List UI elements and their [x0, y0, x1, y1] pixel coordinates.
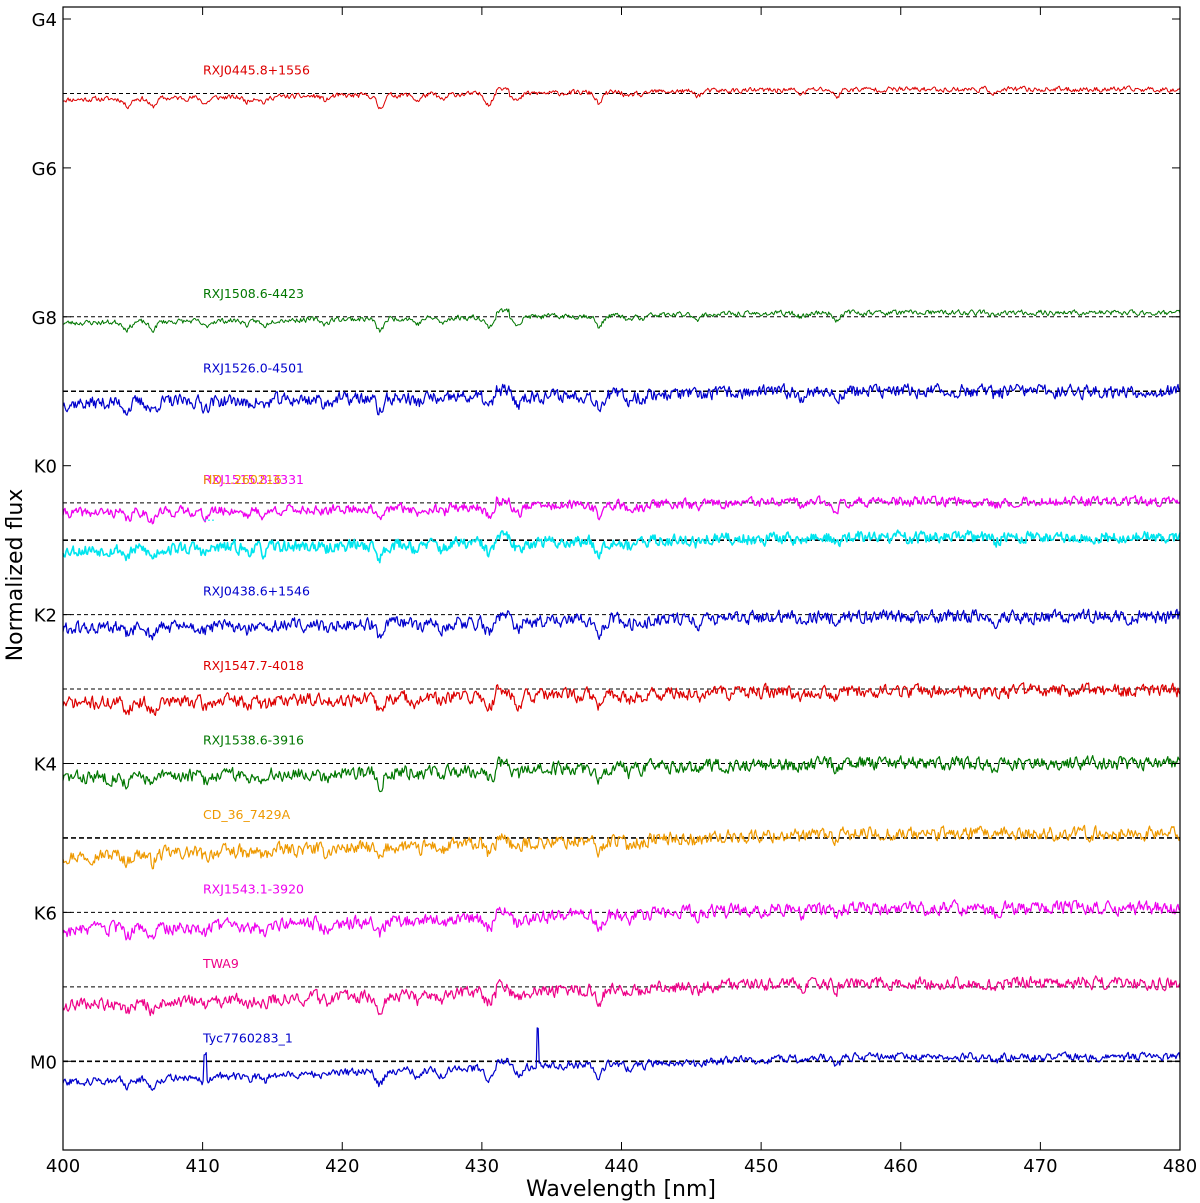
series-line: [62, 975, 1181, 1017]
series-label: CD_36_7429A: [203, 807, 291, 822]
series-line: [62, 824, 1181, 870]
series-label: RXJ0445.8+1556: [203, 62, 310, 77]
series-line: [62, 1027, 1181, 1091]
series-label: HD...260216: [203, 472, 282, 487]
x-axis-label: Wavelength [nm]: [526, 1177, 716, 1202]
series-line: [62, 494, 1181, 525]
series-line: [62, 308, 1181, 333]
series-label: RXJ0438.6+1546: [203, 584, 310, 599]
y-tick-label: G4: [32, 10, 57, 31]
x-tick-label: 420: [325, 1156, 359, 1177]
series-line: [62, 608, 1181, 641]
series-line: [62, 529, 1181, 564]
y-tick-label: K6: [34, 903, 57, 924]
series-label: RXJ1515.8-3331: [203, 472, 304, 487]
x-tick-label: 470: [1023, 1156, 1057, 1177]
y-tick-label: G6: [32, 159, 57, 180]
axes: 400 410 420 430 440 450 460 470 480 G4 G6 G8 K0 K2 K4 K…: [30, 6, 1197, 1177]
y-tick-label: K4: [34, 755, 57, 776]
series-label: ...: [203, 509, 215, 524]
x-tick-label: 440: [604, 1156, 638, 1177]
series-line: [62, 682, 1181, 716]
series-label: RXJ1543.1-3920: [203, 881, 304, 896]
series-label: Tyc7760283_1: [202, 1030, 293, 1045]
y-tick-label: K2: [34, 606, 57, 627]
x-tick-label: 450: [744, 1156, 778, 1177]
series-line: [62, 85, 1181, 110]
series-lines: [62, 85, 1181, 1091]
series-line: [62, 755, 1181, 793]
y-tick-label: G8: [32, 308, 57, 329]
y-tick-label: M0: [30, 1052, 57, 1073]
y-tick-label: K0: [34, 457, 57, 478]
series-label: RXJ1508.6-4423: [203, 286, 304, 301]
x-tick-label: 460: [884, 1156, 918, 1177]
x-tick-label: 410: [185, 1156, 219, 1177]
y-axis-label: Normalized flux: [3, 489, 28, 662]
series-line: [62, 899, 1180, 941]
x-tick-label: 480: [1163, 1156, 1197, 1177]
series-label: RXJ1526.0-4501: [203, 360, 304, 375]
series-line: [62, 383, 1181, 416]
x-tick-label: 430: [465, 1156, 499, 1177]
series-label: RXJ1538.6-3916: [203, 733, 304, 748]
series-label: TWA9: [202, 956, 239, 971]
series-label: RXJ1547.7-4018: [203, 658, 304, 673]
x-tick-label: 400: [46, 1156, 80, 1177]
series-labels: RXJ0445.8+1556 RXJ1508.6-4423 RXJ1526.0-45…: [202, 62, 310, 1045]
